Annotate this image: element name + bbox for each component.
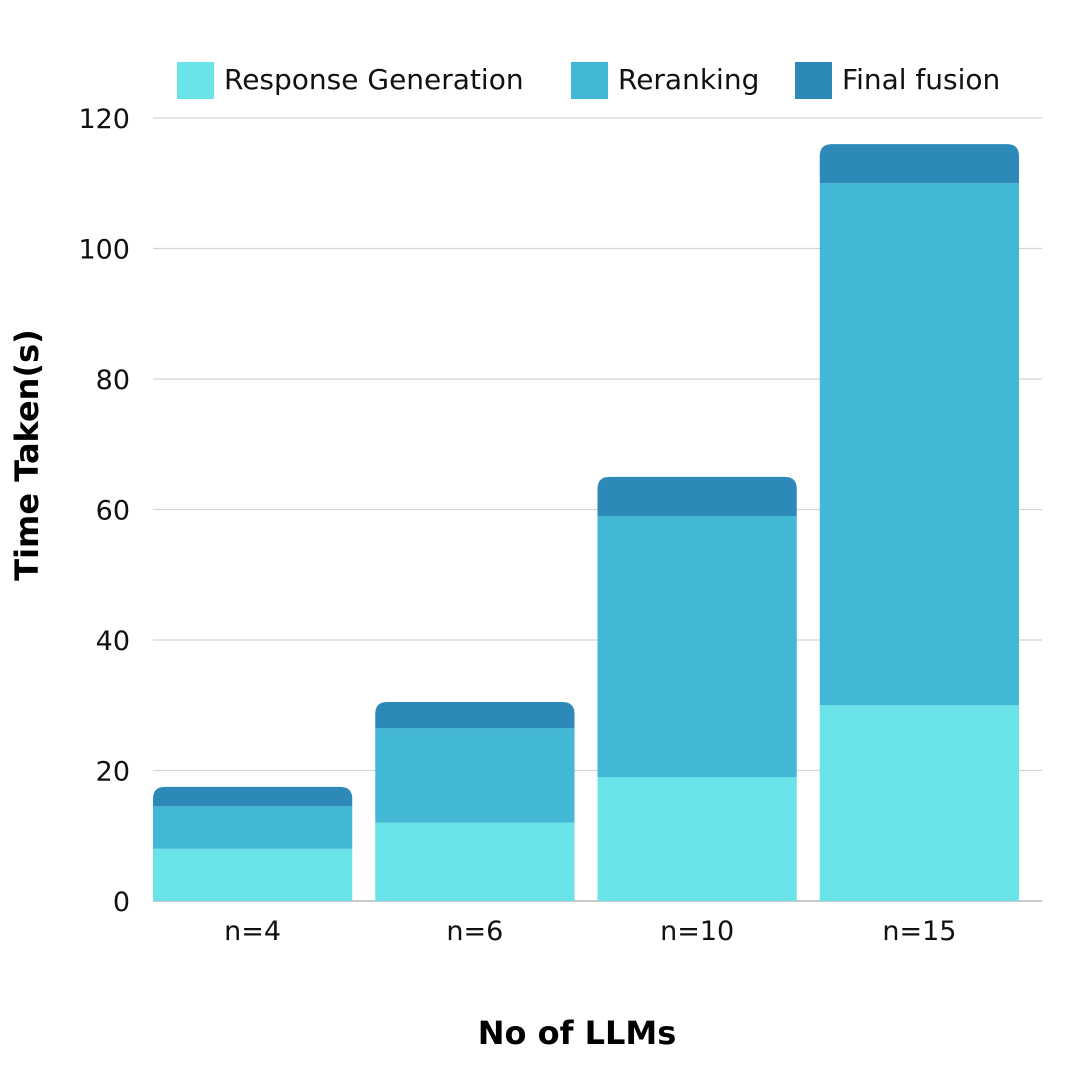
- bar-segment-final-fusion: [597, 476, 797, 517]
- y-tick-label: 60: [96, 496, 130, 527]
- legend-label: Final fusion: [842, 63, 1000, 96]
- legend-item: Reranking: [571, 62, 759, 99]
- legend-swatch: [571, 62, 608, 99]
- bar-segment-final-fusion: [819, 144, 1019, 184]
- bar-segment-final-fusion: [375, 701, 575, 729]
- bar-segment-reranking: [375, 728, 575, 823]
- bar-segment-reranking: [819, 183, 1019, 706]
- bar-stack: [153, 786, 353, 901]
- bar-segment-response-generation: [819, 705, 1019, 901]
- x-tick-label: n=6: [446, 916, 503, 947]
- legend-item: Final fusion: [795, 62, 1000, 99]
- bar-stack: [375, 701, 575, 901]
- y-tick-label: 100: [78, 235, 130, 266]
- legend-swatch: [795, 62, 832, 99]
- x-tick-label: n=15: [882, 916, 956, 947]
- bar-segment-response-generation: [597, 777, 797, 901]
- bar-segment-response-generation: [153, 848, 353, 901]
- legend-item: Response Generation: [177, 62, 524, 99]
- legend-label: Reranking: [618, 63, 759, 96]
- x-axis-title: No of LLMs: [478, 1014, 677, 1052]
- x-axis-ticks: n=4 n=6 n=10 n=15: [224, 916, 956, 947]
- legend-label: Response Generation: [224, 63, 524, 96]
- bar-segment-response-generation: [375, 822, 575, 901]
- bar-segment-reranking: [597, 516, 797, 778]
- x-tick-label: n=10: [660, 916, 734, 947]
- y-axis-title: Time Taken(s): [8, 329, 46, 580]
- bar-stack: [597, 476, 797, 901]
- y-tick-label: 0: [113, 887, 130, 918]
- x-tick-label: n=4: [224, 916, 281, 947]
- bars: [153, 144, 1019, 901]
- y-tick-label: 20: [96, 757, 130, 788]
- legend: Response Generation Reranking Final fusion: [177, 62, 1000, 99]
- y-tick-label: 40: [96, 626, 130, 657]
- y-axis-ticks: 0 20 40 60 80 100 120: [78, 104, 130, 918]
- bar-stack: [819, 144, 1019, 901]
- bar-segment-reranking: [153, 806, 353, 849]
- y-tick-label: 120: [78, 104, 130, 135]
- y-tick-label: 80: [96, 365, 130, 396]
- bar-segment-final-fusion: [153, 786, 353, 807]
- legend-swatch: [177, 62, 214, 99]
